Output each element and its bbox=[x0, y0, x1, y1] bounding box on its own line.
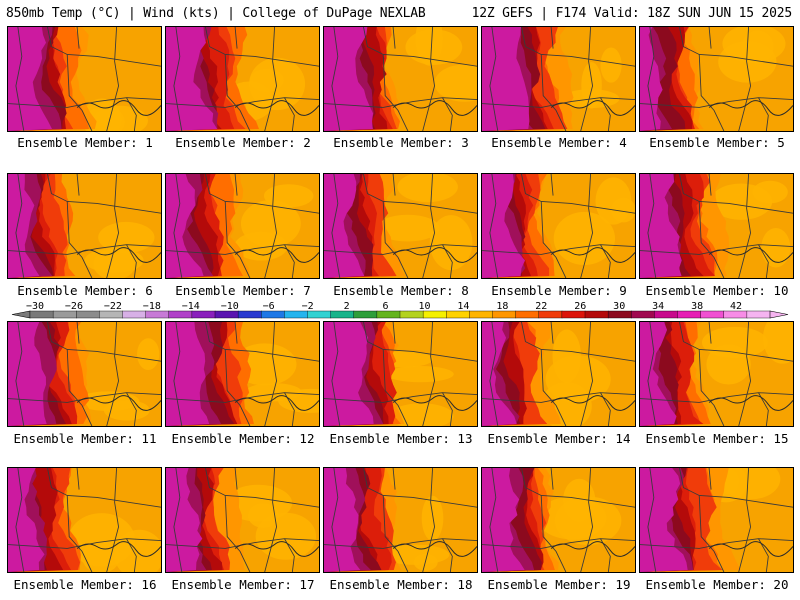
colorbar-tick-label: −22 bbox=[104, 301, 122, 312]
ensemble-member-label: Ensemble Member: 20 bbox=[645, 577, 789, 592]
ensemble-member-label: Ensemble Member: 13 bbox=[329, 431, 473, 446]
colorbar-tick-label: −30 bbox=[26, 301, 44, 312]
ensemble-member-label: Ensemble Member: 7 bbox=[175, 283, 311, 298]
ensemble-member-label: Ensemble Member: 15 bbox=[645, 431, 789, 446]
ensemble-member-label: Ensemble Member: 1 bbox=[17, 135, 153, 150]
ensemble-map-panel bbox=[323, 467, 478, 573]
ensemble-map-panel bbox=[481, 173, 636, 279]
ensemble-member-label: Ensemble Member: 14 bbox=[487, 431, 631, 446]
ensemble-map-panel bbox=[323, 173, 478, 279]
colorbar-tick-label: 6 bbox=[383, 301, 389, 312]
ensemble-map-panel bbox=[639, 321, 794, 427]
ensemble-member-label: Ensemble Member: 5 bbox=[649, 135, 785, 150]
ensemble-map-panel bbox=[165, 26, 320, 132]
colorbar-tick-label: −6 bbox=[263, 301, 275, 312]
colorbar-tick-label: 14 bbox=[457, 301, 469, 312]
colorbar-tick-label: −26 bbox=[65, 301, 83, 312]
ensemble-member-label: Ensemble Member: 2 bbox=[175, 135, 311, 150]
ensemble-member-label: Ensemble Member: 9 bbox=[491, 283, 627, 298]
ensemble-map-panel bbox=[7, 321, 162, 427]
colorbar-tick-label: 22 bbox=[535, 301, 547, 312]
ensemble-map-panel bbox=[481, 467, 636, 573]
colorbar-tick-label: 30 bbox=[613, 301, 625, 312]
colorbar-tick-label: 2 bbox=[344, 301, 350, 312]
ensemble-map-panel bbox=[7, 467, 162, 573]
colorbar-tick-label: −18 bbox=[143, 301, 161, 312]
colorbar-tick-label: 18 bbox=[496, 301, 508, 312]
ensemble-member-label: Ensemble Member: 12 bbox=[171, 431, 315, 446]
ensemble-map-panel bbox=[165, 173, 320, 279]
ensemble-member-label: Ensemble Member: 19 bbox=[487, 577, 631, 592]
colorbar-tick-label: 34 bbox=[652, 301, 664, 312]
colorbar-tick-label: 26 bbox=[574, 301, 586, 312]
colorbar-tick-label: 38 bbox=[691, 301, 703, 312]
ensemble-member-label: Ensemble Member: 4 bbox=[491, 135, 627, 150]
map-title: 850mb Temp (°C) | Wind (kts) | College o… bbox=[6, 6, 426, 21]
ensemble-map-panel bbox=[323, 26, 478, 132]
ensemble-map-panel bbox=[7, 26, 162, 132]
ensemble-map-panel bbox=[639, 173, 794, 279]
ensemble-map-panel bbox=[481, 26, 636, 132]
ensemble-member-label: Ensemble Member: 18 bbox=[329, 577, 473, 592]
temperature-colorbar: −30 −26 −22 −18 −14 −10 −6 −2 2 6 10 14 18 22 26 30 34 38… bbox=[11, 301, 789, 319]
ensemble-map-panel bbox=[165, 321, 320, 427]
colorbar-tick-label: −14 bbox=[182, 301, 200, 312]
ensemble-map-panel bbox=[323, 321, 478, 427]
colorbar-tick-label: 42 bbox=[730, 301, 742, 312]
ensemble-map-panel bbox=[481, 321, 636, 427]
ensemble-map-panel bbox=[639, 467, 794, 573]
ensemble-map-panel bbox=[7, 173, 162, 279]
ensemble-map-panel bbox=[165, 467, 320, 573]
ensemble-member-label: Ensemble Member: 3 bbox=[333, 135, 469, 150]
ensemble-member-label: Ensemble Member: 6 bbox=[17, 283, 153, 298]
colorbar-tick-label: 10 bbox=[418, 301, 430, 312]
ensemble-member-label: Ensemble Member: 11 bbox=[13, 431, 157, 446]
ensemble-member-label: Ensemble Member: 16 bbox=[13, 577, 157, 592]
model-run-info: 12Z GEFS | F174 Valid: 18Z SUN JUN 15 20… bbox=[471, 6, 793, 21]
ensemble-member-label: Ensemble Member: 10 bbox=[645, 283, 789, 298]
colorbar-tick-label: −10 bbox=[221, 301, 239, 312]
ensemble-member-label: Ensemble Member: 17 bbox=[171, 577, 315, 592]
colorbar-tick-label: −2 bbox=[302, 301, 314, 312]
ensemble-member-label: Ensemble Member: 8 bbox=[333, 283, 469, 298]
ensemble-map-panel bbox=[639, 26, 794, 132]
